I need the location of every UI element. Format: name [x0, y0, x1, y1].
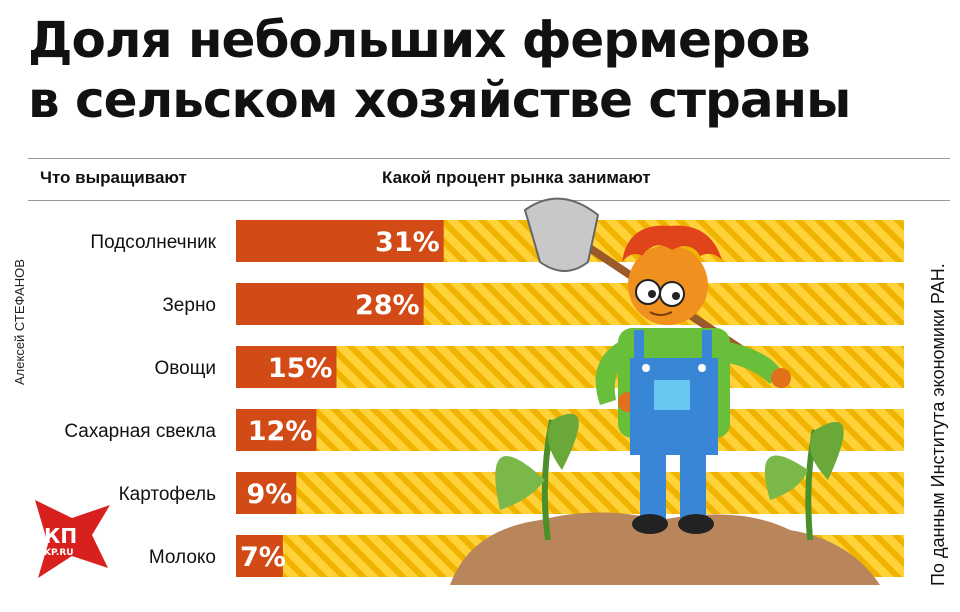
kp-logo-text: КП	[44, 524, 78, 548]
bar-value-label: 7%	[240, 542, 286, 573]
farmer-hand-right	[771, 368, 791, 388]
overalls-button-right	[698, 364, 706, 372]
dirt-mound	[450, 512, 880, 585]
right-sprout-leaf-2	[764, 455, 808, 500]
title-line-2: в сельском хозяйстве страны	[28, 71, 851, 129]
bar	[236, 346, 337, 388]
bar-track	[236, 472, 904, 514]
title-line-1: Доля небольших фермеров	[28, 11, 811, 69]
right-sprout-leaf	[809, 421, 844, 480]
category-label: Картофель	[119, 484, 216, 505]
farmer-pupil-right	[672, 292, 680, 300]
farmer-arm-left	[595, 340, 632, 405]
shovel-blade	[523, 197, 600, 272]
category-label: Сахарная свекла	[64, 421, 216, 442]
overalls-strap-left	[634, 330, 644, 362]
bar-value-label: 9%	[246, 479, 292, 510]
category-labels: Подсолнечник Зерно Овощи Сахарная свекла Кар…	[64, 232, 216, 568]
bar-value-label: 12%	[248, 416, 313, 447]
bar	[236, 472, 297, 514]
overalls-strap-right	[702, 330, 712, 362]
overalls-pocket	[654, 380, 690, 410]
bar-series: 31% 28% 15% 12% 9% 7%	[236, 220, 444, 577]
farmer-boot-left	[632, 514, 668, 534]
header-bottom-rule	[28, 200, 950, 201]
bar-value-label: 28%	[355, 290, 420, 321]
farmer-arm-right	[720, 340, 782, 384]
farmer-hair	[622, 225, 722, 262]
overalls-button-left	[642, 364, 650, 372]
kp-logo-star-icon	[35, 500, 110, 578]
category-label: Зерно	[162, 295, 216, 316]
farmer-pupil-left	[648, 290, 656, 298]
farmer-illustration	[450, 197, 880, 585]
column-header-crops: Что выращивают	[40, 168, 187, 187]
bar-value-label: 15%	[268, 353, 333, 384]
bar-value-label: 31%	[375, 227, 440, 258]
category-label: Подсолнечник	[90, 232, 216, 253]
left-sprout-leaf	[547, 413, 579, 470]
farmer-eye-left	[635, 279, 661, 305]
kp-logo-subtext: KP.RU	[44, 548, 74, 558]
farmer-eye-right	[659, 281, 685, 307]
header-top-rule	[28, 158, 950, 159]
bar	[236, 535, 283, 577]
bar	[236, 220, 444, 262]
column-header-share: Какой процент рынка занимают	[382, 168, 651, 187]
left-sprout-leaf-2	[495, 456, 545, 510]
farmer-mouth	[649, 311, 673, 316]
bar	[236, 409, 317, 451]
farmer-boot-right	[678, 514, 714, 534]
bar	[236, 283, 424, 325]
category-label: Овощи	[155, 358, 216, 379]
bar-track	[236, 346, 904, 388]
chart-title: Доля небольших фермеров в сельском хозяйс…	[28, 10, 851, 130]
category-label: Молоко	[149, 547, 216, 568]
